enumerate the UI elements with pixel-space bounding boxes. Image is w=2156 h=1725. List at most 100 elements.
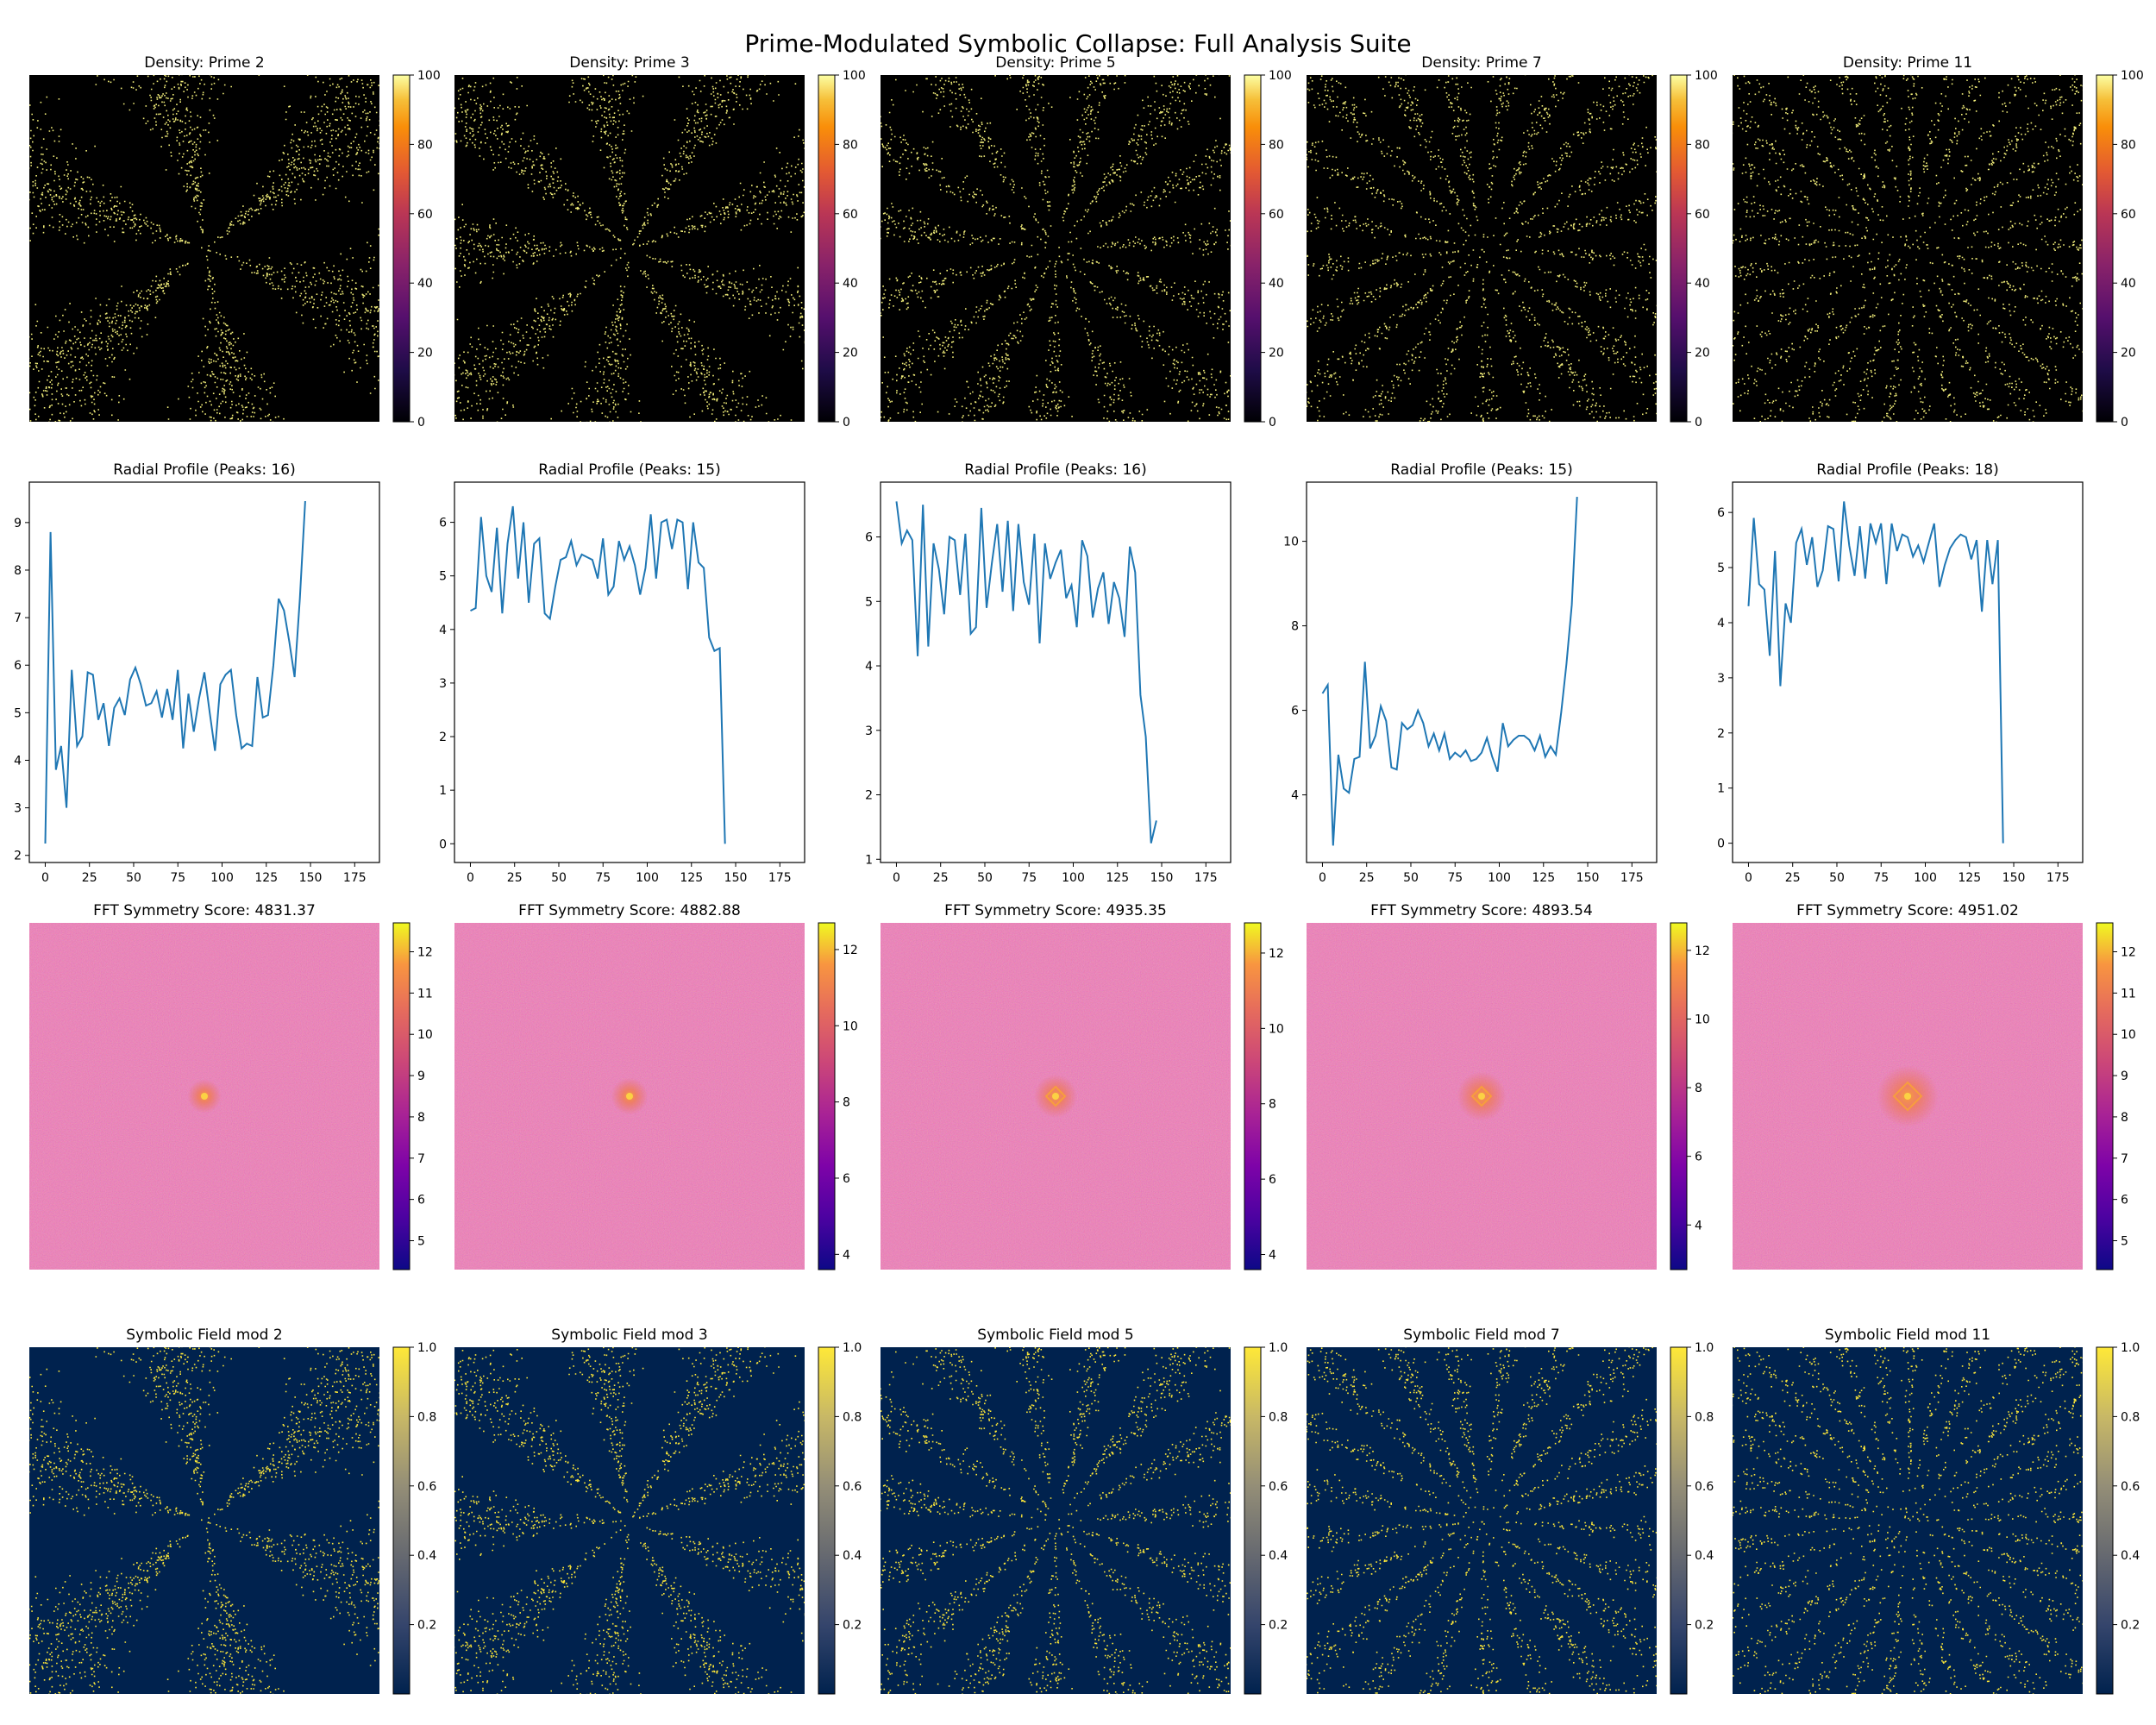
panel-title: Symbolic Field mod 3	[551, 1327, 707, 1344]
x-tick-label: 150	[2002, 871, 2026, 885]
colorbar	[392, 1346, 411, 1695]
colorbar-tick-label: 8	[417, 1111, 425, 1125]
panel-title: FFT Symmetry Score: 4935.35	[944, 902, 1167, 919]
x-tick-label: 100	[1062, 871, 1085, 885]
panel-mod-11: Symbolic Field mod 11 0.2 0.4 0.6 0.8 1.0	[1733, 1327, 2140, 1695]
panel-fft-7: FFT Symmetry Score: 4893.54 4 6 8 10 12	[1307, 902, 1710, 1270]
colorbar-tick-label: 0.4	[417, 1549, 436, 1563]
fft-symmetry-ring	[1892, 1081, 1923, 1112]
panel-title: Radial Profile (Peaks: 16)	[964, 461, 1146, 479]
y-tick-label: 4	[865, 660, 873, 674]
radial-profile-line	[470, 505, 726, 844]
colorbar-tick-label: 20	[1695, 347, 1710, 361]
fft-symmetry-ring	[1044, 1085, 1067, 1107]
colorbar-tick-label: 0.8	[417, 1410, 436, 1424]
colorbar-tick-label: 1.0	[1269, 1341, 1288, 1355]
colorbar-tick-label: 12	[417, 946, 433, 960]
colorbar-tick-label: 10	[843, 1019, 858, 1033]
colorbar-tick-label: 0.2	[1269, 1619, 1288, 1633]
colorbar-tick-label: 11	[417, 987, 433, 1000]
colorbar-tick-label: 80	[1269, 138, 1284, 152]
panel-fft-5: FFT Symmetry Score: 4935.35 4 6 8 10 12	[881, 902, 1284, 1270]
y-tick-label: 8	[14, 564, 22, 578]
colorbar-tick-label: 40	[1695, 277, 1710, 291]
y-tick-label: 6	[865, 531, 873, 545]
x-tick-label: 175	[2046, 871, 2070, 885]
colorbar-tick-label: 0.6	[1695, 1480, 1714, 1494]
colorbar-tick-label: 60	[843, 208, 858, 222]
colorbar	[1670, 74, 1688, 423]
x-tick-label: 50	[1403, 871, 1419, 885]
panel-title: Density: Prime 3	[569, 54, 689, 72]
radial-profile-line	[1747, 501, 2004, 844]
colorbar-tick-label: 20	[2121, 347, 2136, 361]
colorbar	[1670, 1346, 1688, 1695]
colorbar-tick-label: 6	[1695, 1151, 1702, 1164]
fft-dc-component	[201, 1093, 208, 1100]
colorbar	[2096, 922, 2114, 1270]
x-tick-label: 125	[254, 871, 278, 885]
colorbar-tick-label: 0.2	[417, 1619, 436, 1633]
colorbar-tick-label: 60	[1695, 208, 1710, 222]
y-tick-label: 1	[1717, 782, 1725, 796]
symbolic-field-image	[881, 1347, 1231, 1694]
fft-dc-component	[1052, 1093, 1059, 1100]
panel-title: FFT Symmetry Score: 4831.37	[93, 902, 316, 919]
colorbar-tick-label: 80	[843, 138, 858, 152]
colorbar-tick-label: 1.0	[417, 1341, 436, 1355]
x-tick-label: 50	[126, 871, 141, 885]
x-tick-label: 100	[1914, 871, 1937, 885]
x-tick-label: 125	[1532, 871, 1555, 885]
colorbar-tick-label: 80	[417, 138, 433, 152]
y-tick-label: 3	[439, 677, 447, 691]
colorbar-tick-label: 0.6	[417, 1480, 436, 1494]
colorbar-tick-label: 0.4	[1269, 1549, 1288, 1563]
panel-mod-5: Symbolic Field mod 5 0.2 0.4 0.6 0.8 1.0	[881, 1327, 1288, 1695]
x-tick-label: 175	[768, 871, 792, 885]
y-tick-label: 4	[1717, 617, 1725, 630]
colorbar-tick-label: 5	[2121, 1235, 2128, 1249]
colorbar-tick-label: 40	[843, 277, 858, 291]
colorbar-tick-label: 6	[417, 1194, 425, 1208]
colorbar-tick-label: 80	[1695, 138, 1710, 152]
colorbar-tick-label: 0.8	[843, 1410, 862, 1424]
colorbar-tick-label: 4	[1269, 1249, 1276, 1263]
colorbar-tick-label: 60	[417, 208, 433, 222]
field-point-cloud	[29, 75, 379, 422]
x-tick-label: 100	[636, 871, 659, 885]
panel-title: Symbolic Field mod 2	[126, 1327, 282, 1344]
fft-dc-component	[1904, 1093, 1911, 1100]
colorbar-tick-label: 40	[2121, 277, 2136, 291]
colorbar-tick-label: 100	[2121, 69, 2144, 83]
density-image	[881, 75, 1231, 422]
y-tick-label: 2	[439, 731, 447, 744]
colorbar-tick-label: 1.0	[843, 1341, 862, 1355]
y-tick-label: 2	[865, 789, 873, 803]
colorbar-tick-label: 8	[1695, 1082, 1702, 1095]
field-point-cloud	[29, 1347, 379, 1694]
colorbar-tick-label: 0.2	[2121, 1619, 2140, 1633]
panel-density-5: Density: Prime 5 0 20 40 60 80 100	[881, 54, 1292, 430]
colorbar	[1670, 922, 1688, 1270]
x-tick-label: 150	[724, 871, 748, 885]
colorbar	[1244, 74, 1262, 423]
x-tick-label: 0	[1319, 871, 1326, 885]
colorbar-tick-label: 10	[2121, 1028, 2136, 1042]
panel-title: Density: Prime 11	[1843, 54, 1972, 72]
x-tick-label: 0	[41, 871, 49, 885]
panel-title: Density: Prime 7	[1421, 54, 1541, 72]
symbolic-field-image	[29, 1347, 379, 1694]
panel-title: FFT Symmetry Score: 4951.02	[1796, 902, 2019, 919]
panel-title: FFT Symmetry Score: 4882.88	[518, 902, 741, 919]
x-tick-label: 25	[933, 871, 949, 885]
x-tick-label: 50	[1829, 871, 1845, 885]
panel-fft-2: FFT Symmetry Score: 4831.37 5 6 7 8 9 10 11 12	[29, 902, 433, 1270]
panel-density-7: Density: Prime 7 0 20 40 60 80 100	[1307, 54, 1718, 430]
symbolic-field-image	[1733, 1347, 2083, 1694]
panel-radial-1: Radial Profile (Peaks: 15)0 25 50 75 100 125 1…	[439, 461, 805, 885]
colorbar	[1244, 1346, 1262, 1695]
colorbar-tick-label: 80	[2121, 138, 2136, 152]
colorbar-tick-label: 7	[2121, 1152, 2128, 1166]
x-tick-label: 25	[1359, 871, 1375, 885]
y-tick-label: 6	[1291, 705, 1299, 718]
